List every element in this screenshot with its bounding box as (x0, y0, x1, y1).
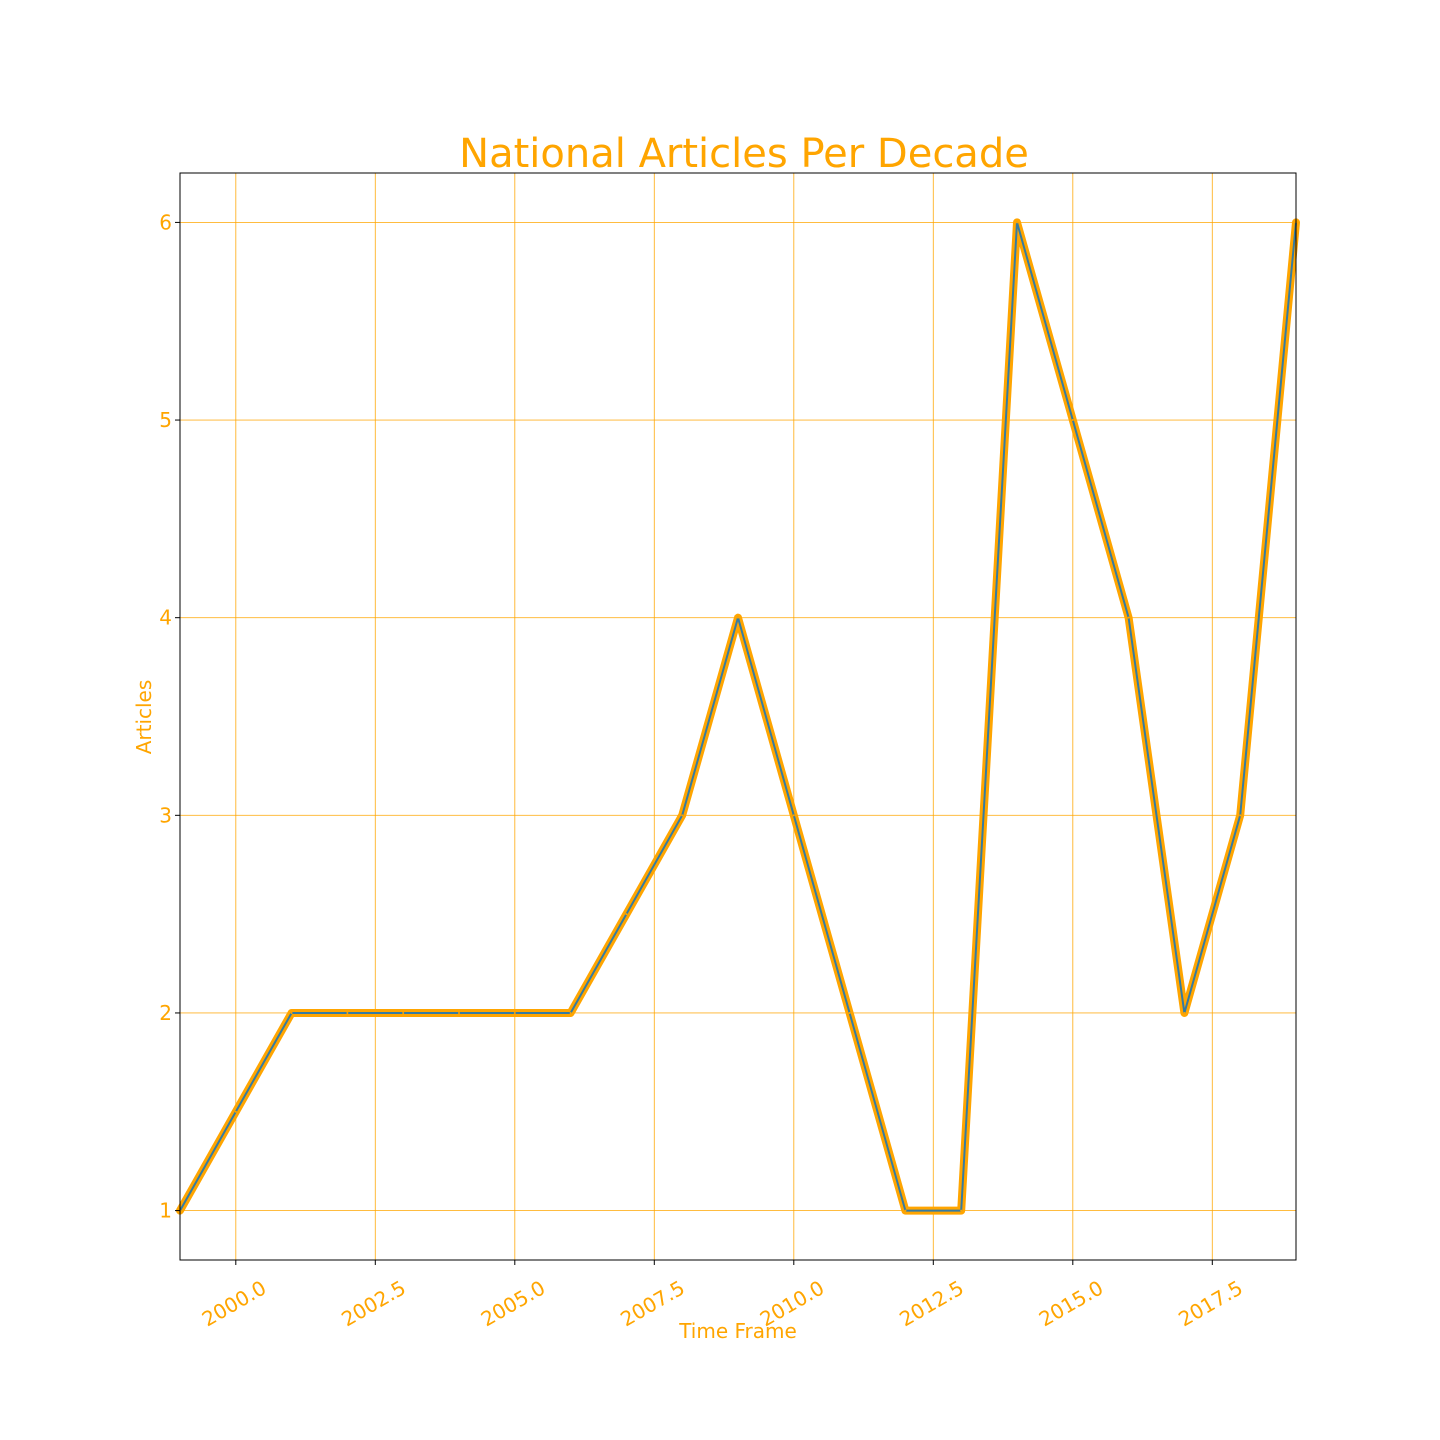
tick-layer: 2000.0 2002.5 2005.0 2007.5 2010.0 2012.5 2015… (159, 210, 1247, 1331)
data-point (346, 1011, 349, 1014)
x-tick-label: 2000.0 (198, 1276, 271, 1332)
y-tick-label: 5 (159, 408, 172, 432)
x-axis-label: Time Frame (678, 1319, 797, 1343)
x-tick-label: 2012.5 (895, 1276, 968, 1332)
series-line-outer (176, 218, 1300, 1215)
data-point (1016, 221, 1018, 224)
x-tick-label: 2015.0 (1035, 1276, 1108, 1332)
data-point (402, 1011, 405, 1014)
data-point (1071, 419, 1074, 422)
x-tick-label: 2005.0 (477, 1276, 550, 1332)
series-layer (176, 218, 1300, 1215)
data-point (458, 1011, 460, 1014)
y-tick-label: 1 (159, 1199, 172, 1223)
data-point (681, 814, 684, 817)
y-tick-label: 6 (159, 210, 172, 234)
y-tick-label: 3 (159, 803, 172, 827)
data-point (569, 1011, 572, 1014)
data-point (904, 1209, 907, 1212)
data-point (792, 814, 795, 817)
grid (180, 173, 1296, 1260)
y-tick-label: 2 (159, 1001, 172, 1025)
data-point (625, 913, 628, 916)
series-line-inner (179, 221, 1297, 1212)
data-point (1239, 814, 1242, 817)
data-point (234, 1110, 237, 1113)
data-point (848, 1011, 851, 1014)
chart-title: National Articles Per Decade (459, 131, 1029, 177)
x-tick-label: 2002.5 (337, 1276, 410, 1332)
data-point (290, 1011, 293, 1014)
x-tick-label: 2007.5 (616, 1276, 689, 1332)
data-point (513, 1011, 516, 1014)
data-point (1127, 616, 1130, 619)
y-axis-label: Articles (132, 680, 156, 755)
data-point (1183, 1011, 1186, 1014)
data-point (737, 616, 739, 619)
data-point (960, 1209, 963, 1212)
plot-frame (179, 172, 1297, 1261)
x-tick-label: 2017.5 (1174, 1276, 1247, 1332)
y-tick-label: 4 (159, 606, 172, 630)
